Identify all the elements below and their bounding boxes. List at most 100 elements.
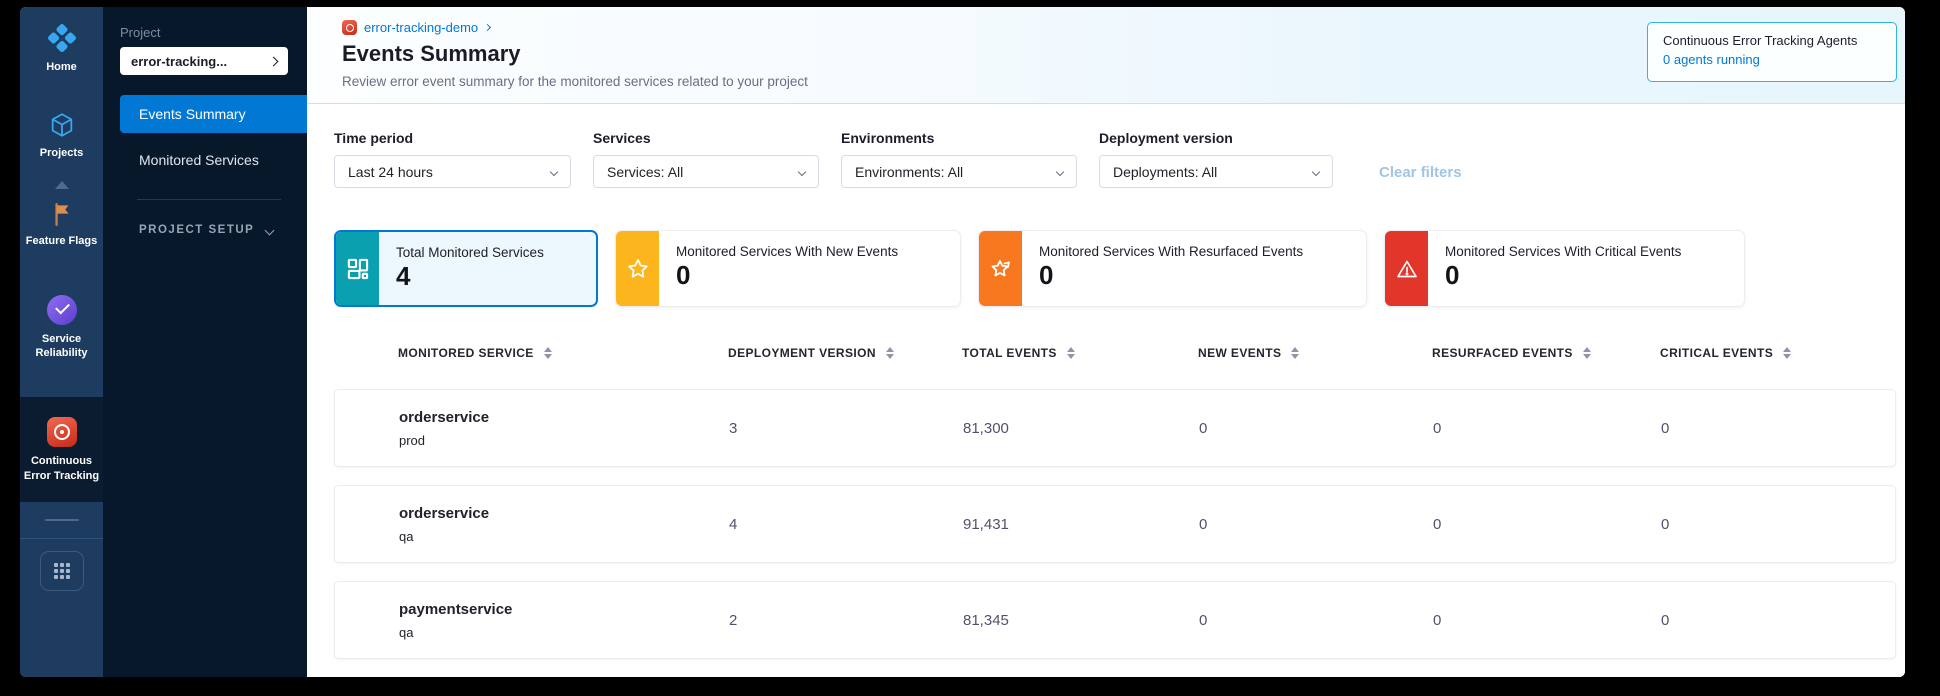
column-header-critical-events[interactable]: CRITICAL EVENTS xyxy=(1660,346,1896,360)
filter-deployment-version: Deployment version Deployments: All xyxy=(1099,130,1333,188)
nav-item-monitored-services[interactable]: Monitored Services xyxy=(103,141,307,179)
table-row[interactable]: paymentservice qa 2 81,345 0 0 0 xyxy=(334,581,1896,659)
nav-item-events-summary[interactable]: Events Summary xyxy=(120,95,307,133)
column-header-deployment-version[interactable]: DEPLOYMENT VERSION xyxy=(728,346,962,360)
service-environment: qa xyxy=(399,528,414,544)
card-critical-events[interactable]: Monitored Services With Critical Events … xyxy=(1384,230,1745,307)
sidebar-item-label: Feature Flags xyxy=(25,234,98,247)
sidebar-item-projects[interactable]: Projects xyxy=(20,101,103,171)
page-subtitle: Review error event summary for the monit… xyxy=(342,74,808,89)
services-select[interactable]: Services: All xyxy=(593,155,819,188)
agents-card-title: Continuous Error Tracking Agents xyxy=(1663,33,1858,48)
sidebar-item-label: Service Reliability xyxy=(35,332,88,360)
select-value: Deployments: All xyxy=(1113,163,1218,180)
chevron-down-icon xyxy=(264,225,275,235)
chevron-down-icon xyxy=(549,167,559,176)
project-selector-value: error-tracking... xyxy=(131,53,228,69)
column-header-resurfaced-events[interactable]: RESURFACED EVENTS xyxy=(1432,346,1660,360)
card-body: Monitored Services With Critical Events … xyxy=(1428,231,1695,306)
card-label: Total Monitored Services xyxy=(396,245,544,260)
sidebar-item-label: Projects xyxy=(39,146,84,159)
agents-status-card[interactable]: Continuous Error Tracking Agents 0 agent… xyxy=(1647,22,1897,82)
column-header-new-events[interactable]: NEW EVENTS xyxy=(1198,346,1432,360)
filter-label: Deployment version xyxy=(1099,130,1233,146)
sort-icon xyxy=(1291,347,1300,359)
table-row[interactable]: orderservice qa 4 91,431 0 0 0 xyxy=(334,485,1896,563)
project-selector[interactable]: error-tracking... xyxy=(120,47,288,75)
continuous-error-tracking-icon xyxy=(46,417,77,448)
total-events-cell: 81,345 xyxy=(963,611,1009,629)
project-nav-sidebar: Project error-tracking... Events Summary… xyxy=(103,7,307,677)
card-body: Total Monitored Services 4 xyxy=(379,232,558,305)
service-name: orderservice xyxy=(399,504,490,522)
rail-scroll-up[interactable] xyxy=(20,171,103,191)
chevron-down-icon xyxy=(1055,167,1065,176)
service-environment: qa xyxy=(399,624,414,640)
sort-icon xyxy=(1066,347,1075,359)
card-body: Monitored Services With New Events 0 xyxy=(659,231,912,306)
card-resurfaced-events[interactable]: Monitored Services With Resurfaced Event… xyxy=(978,230,1367,307)
select-value: Environments: All xyxy=(855,163,964,180)
agents-running-link[interactable]: 0 agents running xyxy=(1663,52,1760,67)
feature-flags-icon xyxy=(54,202,68,226)
sort-icon xyxy=(1783,347,1792,359)
sort-icon xyxy=(885,347,894,359)
projects-cube-icon xyxy=(51,113,72,137)
card-value: 4 xyxy=(396,261,411,291)
rail-bottom-section xyxy=(20,501,103,677)
sidebar-item-home[interactable]: Home xyxy=(20,13,103,85)
deployments-select[interactable]: Deployments: All xyxy=(1099,155,1333,188)
content-area: Time period Last 24 hours Services Servi… xyxy=(307,104,1905,677)
project-setup-label: PROJECT SETUP xyxy=(139,224,255,236)
service-environment: prod xyxy=(399,432,426,448)
rail-handle-row xyxy=(20,502,103,538)
chevron-down-icon xyxy=(1311,167,1321,176)
nav-divider xyxy=(137,199,281,200)
new-events-cell: 0 xyxy=(1199,419,1208,437)
new-events-cell: 0 xyxy=(1199,515,1208,533)
rail-resize-handle[interactable] xyxy=(44,518,79,521)
rail-top-section: Home Projects xyxy=(20,7,103,171)
environments-select[interactable]: Environments: All xyxy=(841,155,1077,188)
sort-icon xyxy=(1582,347,1591,359)
resurfaced-events-cell: 0 xyxy=(1433,419,1442,437)
resurfaced-events-cell: 0 xyxy=(1433,611,1442,629)
card-value: 0 xyxy=(676,260,691,290)
service-cell: paymentservice qa xyxy=(399,601,729,640)
chevron-right-icon xyxy=(484,23,492,32)
filter-label: Time period xyxy=(334,130,414,146)
error-tracking-breadcrumb-icon xyxy=(342,20,357,35)
service-name: orderservice xyxy=(399,408,490,426)
deployment-version-cell: 4 xyxy=(729,515,738,533)
critical-events-cell: 0 xyxy=(1661,611,1670,629)
sort-icon xyxy=(543,347,552,359)
filter-label: Services xyxy=(593,130,651,146)
column-header-monitored-service[interactable]: MONITORED SERVICE xyxy=(398,346,728,360)
column-header-total-events[interactable]: TOTAL EVENTS xyxy=(962,346,1198,360)
clear-filters-button[interactable]: Clear filters xyxy=(1379,164,1462,181)
card-new-events[interactable]: Monitored Services With New Events 0 xyxy=(615,230,961,307)
project-setup-toggle[interactable]: PROJECT SETUP xyxy=(103,224,307,236)
service-cell: orderservice prod xyxy=(399,409,729,448)
service-reliability-icon xyxy=(46,294,77,325)
sidebar-item-service-reliability[interactable]: Service Reliability xyxy=(20,285,103,372)
sidebar-item-label: Home xyxy=(46,61,77,73)
home-icon xyxy=(45,23,79,57)
breadcrumb-link[interactable]: error-tracking-demo xyxy=(364,20,479,35)
events-summary-table: MONITORED SERVICE DEPLOYMENT VERSION TOT… xyxy=(334,333,1896,659)
critical-events-cell: 0 xyxy=(1661,515,1670,533)
card-label: Monitored Services With Resurfaced Event… xyxy=(1039,244,1304,259)
sidebar-item-continuous-error-tracking[interactable]: Continuous Error Tracking xyxy=(20,397,103,502)
card-label: Monitored Services With Critical Events xyxy=(1445,244,1682,259)
sidebar-item-feature-flags[interactable]: Feature Flags xyxy=(20,191,103,259)
table-header-row: MONITORED SERVICE DEPLOYMENT VERSION TOT… xyxy=(334,333,1896,373)
card-total-monitored-services[interactable]: Total Monitored Services 4 xyxy=(334,230,598,307)
time-period-select[interactable]: Last 24 hours xyxy=(334,155,571,188)
filter-time-period: Time period Last 24 hours xyxy=(334,130,571,188)
card-value: 0 xyxy=(1445,260,1460,290)
page-header: error-tracking-demo Events Summary Revie… xyxy=(307,7,1905,104)
filter-label: Environments xyxy=(841,130,935,146)
table-row[interactable]: orderservice prod 3 81,300 0 0 0 xyxy=(334,389,1896,467)
module-switcher-button[interactable] xyxy=(39,550,84,591)
card-label: Monitored Services With New Events xyxy=(676,244,899,259)
